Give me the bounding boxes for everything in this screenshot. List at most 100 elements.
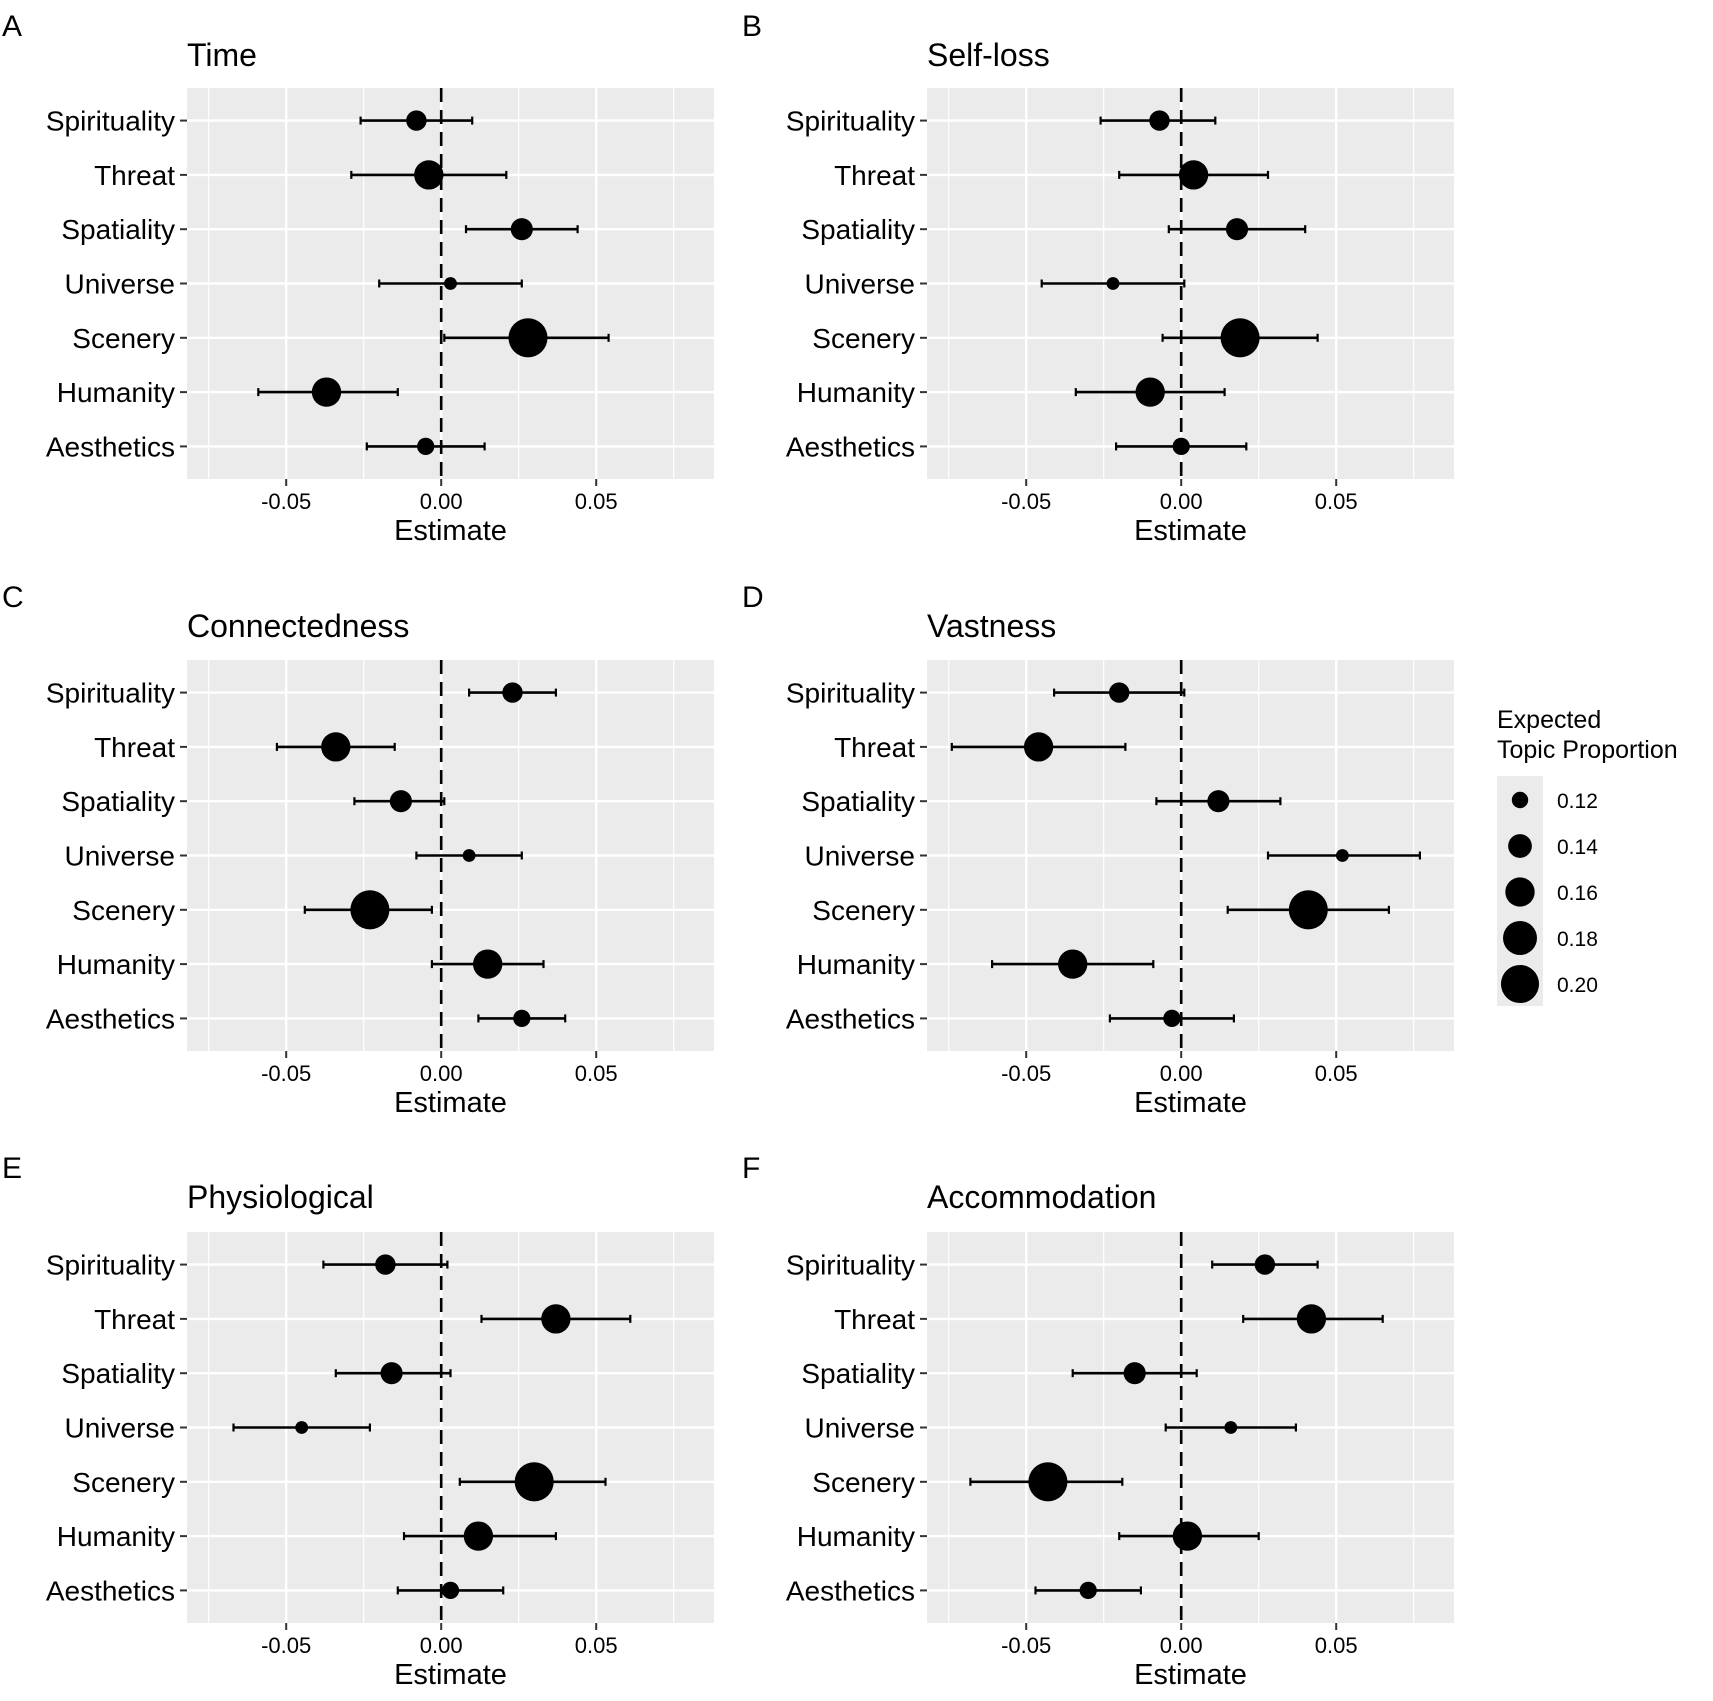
x-axis-label: Estimate — [394, 1087, 507, 1119]
estimate-point — [541, 1304, 571, 1334]
panel-b: B Self-loss Spirituality Threat Spatiality Un… — [742, 10, 1454, 547]
estimate-point — [1106, 277, 1120, 290]
panel-title: Accommodation — [927, 1179, 1156, 1215]
y-tick-label: Universe — [65, 1413, 175, 1444]
y-tick-label: Spatiality — [801, 214, 915, 245]
estimate-point — [375, 1254, 396, 1275]
x-tick-label: 0.00 — [1160, 1061, 1203, 1086]
legend-keys: 0.12 0.14 0.16 0.18 0.20 — [1500, 790, 1598, 1004]
y-tick-label: Spirituality — [786, 106, 915, 137]
estimate-point — [311, 377, 342, 407]
y-tick-label: Aesthetics — [46, 1575, 175, 1606]
y-tick-label: Spatiality — [61, 786, 175, 817]
y-tick-label: Spatiality — [801, 1358, 915, 1389]
x-axis-label: Estimate — [1134, 1659, 1247, 1691]
estimate-point — [321, 732, 351, 762]
estimate-point — [1028, 1462, 1068, 1502]
legend-size-key — [1508, 834, 1532, 858]
y-tick-label: Aesthetics — [786, 431, 915, 462]
legend: Expected Topic Proportion 0.120.140.160.… — [1497, 706, 1678, 1006]
estimate-point — [463, 1521, 494, 1551]
legend-title-line1: Expected — [1497, 706, 1601, 734]
panel-c: C Connectedness Spirituality Threat Spatiali… — [2, 581, 714, 1119]
y-tick-label: Threat — [94, 160, 175, 191]
y-tick-label: Spatiality — [801, 786, 915, 817]
x-axis-label: Estimate — [1134, 1087, 1247, 1119]
panel-tag: B — [742, 10, 762, 43]
estimate-point — [508, 318, 548, 358]
y-tick-label: Threat — [94, 732, 175, 763]
estimate-point — [441, 1581, 460, 1600]
estimate-point — [513, 1009, 531, 1028]
legend-size-key — [1500, 964, 1540, 1004]
x-tick-label: -0.05 — [1001, 1061, 1051, 1086]
x-tick-label: 0.00 — [420, 1061, 463, 1086]
y-tick-label: Scenery — [72, 1467, 175, 1498]
x-tick-label: 0.00 — [420, 489, 463, 514]
panels: A Time Spirituality Threat Spatiality Univers… — [2, 10, 1454, 1691]
x-tick-label: 0.05 — [575, 1061, 618, 1086]
estimate-point — [1254, 1254, 1276, 1275]
y-tick-label: Spirituality — [786, 1250, 915, 1281]
y-tick-label: Universe — [65, 269, 175, 300]
y-tick-label: Spatiality — [61, 1358, 175, 1389]
estimate-point — [350, 890, 390, 930]
estimate-point — [414, 160, 444, 190]
estimate-point — [1172, 437, 1190, 456]
x-axis-label: Estimate — [1134, 515, 1247, 547]
y-tick-label: Humanity — [797, 377, 915, 408]
y-tick-label: Universe — [65, 841, 175, 872]
legend-size-label: 0.16 — [1557, 882, 1598, 905]
y-tick-label: Aesthetics — [46, 431, 175, 462]
estimate-point — [417, 437, 435, 456]
estimate-point — [1296, 1304, 1327, 1334]
legend-size-label: 0.14 — [1557, 836, 1598, 859]
y-tick-label: Spatiality — [61, 214, 175, 245]
estimate-point — [1220, 318, 1260, 358]
panel-d: D Vastness Spirituality Threat Spatiality Uni… — [742, 581, 1454, 1119]
x-tick-label: 0.05 — [1315, 489, 1358, 514]
panel-f: F Accommodation Spirituality Threat Spatiali… — [742, 1152, 1454, 1691]
panel-tag: D — [742, 581, 764, 614]
estimate-point — [1023, 732, 1054, 762]
x-tick-label: 0.00 — [1160, 489, 1203, 514]
y-tick-label: Scenery — [72, 895, 175, 926]
y-tick-label: Humanity — [797, 1521, 915, 1552]
y-tick-label: Humanity — [797, 949, 915, 980]
x-tick-label: 0.05 — [1315, 1633, 1358, 1658]
estimate-point — [462, 849, 476, 862]
y-tick-label: Aesthetics — [786, 1003, 915, 1034]
panel-title: Time — [187, 37, 257, 73]
y-tick-label: Humanity — [57, 1521, 175, 1552]
y-tick-label: Threat — [94, 1304, 175, 1335]
panel-title: Vastness — [927, 608, 1056, 644]
legend-size-key — [1502, 920, 1538, 956]
x-tick-label: 0.05 — [1315, 1061, 1358, 1086]
estimate-point — [1178, 160, 1209, 190]
x-tick-label: -0.05 — [261, 489, 311, 514]
legend-size-key — [1505, 877, 1535, 907]
estimate-point — [1207, 790, 1230, 813]
y-tick-label: Universe — [805, 269, 915, 300]
y-tick-label: Threat — [834, 160, 915, 191]
estimate-point — [389, 790, 412, 813]
y-tick-label: Universe — [805, 1413, 915, 1444]
panel-title: Connectedness — [187, 608, 409, 644]
x-axis-label: Estimate — [394, 1659, 507, 1691]
x-tick-label: 0.00 — [1160, 1633, 1203, 1658]
estimate-point — [502, 682, 523, 703]
panel-tag: F — [742, 1152, 760, 1185]
y-tick-label: Spirituality — [786, 678, 915, 709]
y-tick-label: Scenery — [812, 895, 915, 926]
estimate-point — [1288, 890, 1328, 930]
estimate-point — [1079, 1581, 1097, 1600]
estimate-point — [1225, 218, 1249, 241]
panel-tag: A — [2, 10, 22, 43]
estimate-point — [1058, 949, 1088, 979]
y-tick-label: Threat — [834, 732, 915, 763]
x-axis-label: Estimate — [394, 515, 507, 547]
estimate-point — [1172, 1521, 1203, 1551]
estimate-point — [473, 949, 503, 979]
x-tick-label: -0.05 — [1001, 1633, 1051, 1658]
estimate-point — [380, 1362, 403, 1385]
